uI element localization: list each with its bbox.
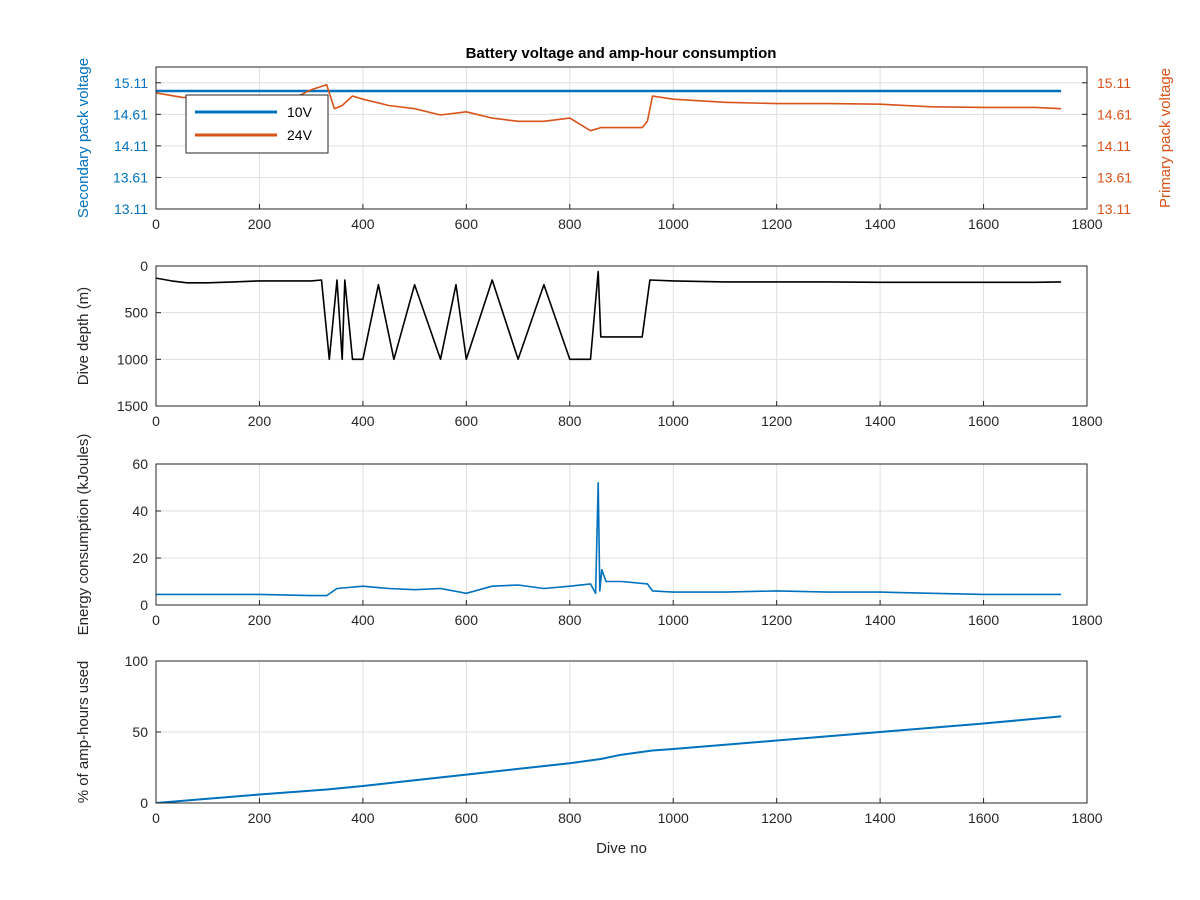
y-right-tick-label: 13.11: [1097, 201, 1131, 217]
y-tick-label: 13.61: [113, 169, 148, 185]
y-right-tick-label: 13.61: [1097, 169, 1132, 185]
x-tick-label: 0: [152, 810, 160, 826]
x-tick-label: 1200: [761, 413, 792, 429]
x-tick-label: 1600: [968, 413, 999, 429]
x-tick-label: 1200: [761, 612, 792, 628]
y-right-axis-label: Primary pack voltage: [1157, 68, 1174, 208]
x-tick-label: 200: [248, 810, 272, 826]
x-tick-label: 1400: [865, 810, 896, 826]
y-tick-label: 0: [140, 795, 148, 811]
y-axis-label: % of amp-hours used: [75, 661, 92, 804]
x-tick-label: 0: [152, 413, 160, 429]
x-tick-label: 400: [351, 413, 375, 429]
x-tick-label: 0: [152, 216, 160, 232]
y-tick-label: 14.11: [114, 138, 148, 154]
x-tick-label: 1800: [1071, 216, 1102, 232]
y-tick-label: 20: [132, 550, 148, 566]
y-tick-label: 15.11: [114, 75, 148, 91]
y-tick-label: 14.61: [113, 106, 148, 122]
x-tick-label: 400: [351, 810, 375, 826]
x-tick-label: 400: [351, 216, 375, 232]
x-tick-label: 200: [248, 612, 272, 628]
legend-box: [185, 94, 329, 154]
x-tick-label: 1600: [968, 612, 999, 628]
y-tick-label: 100: [125, 653, 149, 669]
subplot-3: 0 200 400 600 800 1000 1200 1400 1600 1800 0 20 40 60…: [75, 434, 1103, 636]
y-axis-label: Secondary pack voltage: [75, 58, 92, 218]
x-tick-label: 600: [455, 216, 479, 232]
y-tick-label: 13.11: [114, 201, 148, 217]
axes-frame: [155, 660, 1088, 804]
x-tick-label: 1000: [658, 810, 689, 826]
series-line-series-1: [156, 715, 1062, 803]
subplot-2: 0 200 400 600 800 1000 1200 1400 1600 1800 0 500 100…: [75, 258, 1103, 429]
axes-frame: [155, 265, 1088, 407]
x-tick-label: 1600: [968, 810, 999, 826]
x-tick-label: 1800: [1071, 612, 1102, 628]
y-right-tick-label: 14.61: [1097, 106, 1132, 122]
figure-title: Battery voltage and amp-hour consumption: [466, 45, 777, 62]
x-tick-label: 800: [558, 612, 582, 628]
y-tick-label: 60: [132, 456, 148, 472]
x-tick-label: 1200: [761, 810, 792, 826]
y-right-tick-label: 15.11: [1097, 75, 1131, 91]
subplot-1: 0 200 400 600 800 1000 1200 1400 1600 180013.1113…: [75, 58, 1174, 232]
series-line-series-1: [156, 270, 1062, 361]
x-tick-label: 600: [455, 612, 479, 628]
x-tick-label: 800: [558, 810, 582, 826]
plots-container: 0 200 400 600 800 1000 1200 1400 1600 180013.1113…: [75, 58, 1174, 857]
x-tick-label: 1400: [865, 413, 896, 429]
y-tick-label: 1500: [117, 398, 148, 414]
x-tick-label: 0: [152, 612, 160, 628]
subplot-4: 0 200 400 600 800 1000 1200 1400 1600 1800 0 50 100%…: [75, 653, 1103, 857]
x-tick-label: 1800: [1071, 413, 1102, 429]
x-tick-label: 800: [558, 216, 582, 232]
x-axis-label: Dive no: [596, 840, 647, 857]
y-axis-label: Energy consumption (kJoules): [75, 434, 92, 636]
x-tick-label: 200: [248, 216, 272, 232]
y-axis-label: Dive depth (m): [75, 287, 92, 385]
legend-label-24V: 24V: [287, 127, 313, 143]
x-tick-label: 1400: [865, 216, 896, 232]
x-tick-label: 600: [455, 413, 479, 429]
x-tick-label: 1000: [658, 612, 689, 628]
y-tick-label: 0: [140, 597, 148, 613]
x-tick-label: 1800: [1071, 810, 1102, 826]
x-tick-label: 1000: [658, 413, 689, 429]
x-tick-label: 400: [351, 612, 375, 628]
y-right-tick-label: 14.11: [1097, 138, 1131, 154]
y-tick-label: 1000: [117, 351, 148, 367]
axes-frame: [155, 463, 1088, 606]
x-tick-label: 1000: [658, 216, 689, 232]
x-tick-label: 800: [558, 413, 582, 429]
y-tick-label: 40: [132, 503, 148, 519]
x-tick-label: 1400: [865, 612, 896, 628]
legend-label-10V: 10V: [287, 104, 313, 120]
y-tick-label: 50: [132, 724, 148, 740]
y-tick-label: 500: [125, 305, 149, 321]
series-line-24V: [156, 83, 1062, 132]
y-tick-label: 0: [140, 258, 148, 274]
x-tick-label: 600: [455, 810, 479, 826]
axes-frame: [155, 66, 1088, 210]
x-tick-label: 1600: [968, 216, 999, 232]
x-tick-label: 200: [248, 413, 272, 429]
x-tick-label: 1200: [761, 216, 792, 232]
series-line-series-1: [156, 481, 1062, 597]
